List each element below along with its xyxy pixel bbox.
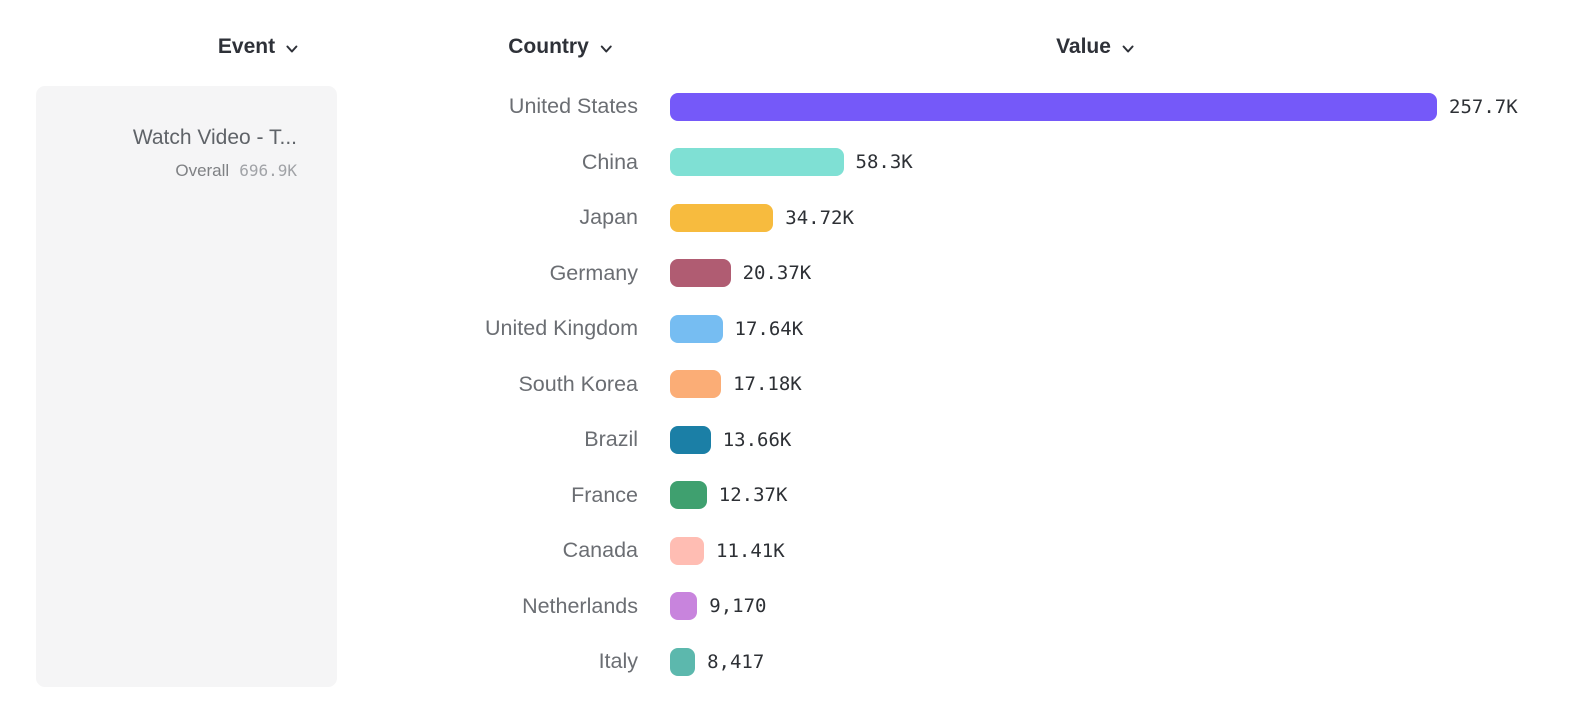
country-label: United Kingdom: [485, 316, 638, 341]
bar[interactable]: [670, 370, 722, 399]
chevron-down-icon: [284, 41, 300, 57]
bar-cell: 8,417: [638, 647, 1584, 676]
bar[interactable]: [670, 259, 731, 288]
country-label: Brazil: [584, 427, 638, 452]
country-label: China: [581, 149, 638, 174]
bar-cell: 13.66K: [638, 425, 1584, 454]
bar-value-label: 58.3K: [855, 151, 913, 174]
bar-value-label: 11.41K: [716, 539, 785, 562]
bar-value-label: 17.64K: [734, 317, 804, 340]
chart-row: China 58.3K: [0, 135, 1584, 191]
bar[interactable]: [670, 314, 723, 343]
bar-cell: 12.37K: [638, 481, 1584, 510]
event-title: Watch Video - T...: [132, 126, 297, 149]
event-overall-label: Overall: [175, 161, 230, 180]
bar[interactable]: [670, 425, 711, 454]
event-overall-row: Overall 696.9K: [56, 159, 297, 183]
bar[interactable]: [670, 647, 696, 676]
event-overall-value: 696.9K: [239, 161, 297, 180]
country-bar-chart: United States 257.7K China 58.3K Japan 3…: [0, 79, 1584, 690]
country-label: Japan: [579, 205, 638, 230]
country-label: France: [571, 482, 638, 507]
chart-row: France 12.37K: [0, 468, 1584, 524]
bar-value-label: 17.18K: [733, 373, 802, 396]
event-column-label: Event: [217, 35, 276, 58]
bar-cell: 17.18K: [638, 370, 1584, 399]
bar-cell: 11.41K: [638, 536, 1584, 565]
bar-cell: 34.72K: [638, 203, 1584, 232]
chart-row: United States 257.7K: [0, 79, 1584, 135]
chart-row: South Korea 17.18K: [0, 357, 1584, 413]
country-label: Netherlands: [522, 593, 638, 618]
bar-value-label: 13.66K: [722, 428, 792, 451]
bar-value-label: 8,417: [707, 650, 765, 673]
bar-value-label: 12.37K: [718, 484, 788, 507]
bar[interactable]: [670, 536, 704, 565]
country-label: Germany: [549, 260, 638, 285]
bar-value-label: 20.37K: [742, 262, 812, 285]
chart-row: United Kingdom 17.64K: [0, 301, 1584, 357]
bar-value-label: 34.72K: [785, 206, 854, 229]
chart-row: Japan 34.72K: [0, 190, 1584, 246]
bar[interactable]: [670, 92, 1437, 121]
chevron-down-icon: [1120, 41, 1136, 57]
bar-cell: 20.37K: [638, 259, 1584, 288]
bar-value-label: 9,170: [709, 595, 767, 618]
bar-cell: 9,170: [638, 592, 1584, 621]
bar[interactable]: [670, 203, 774, 232]
chart-row: Brazil 13.66K: [0, 412, 1584, 468]
bar[interactable]: [670, 148, 844, 177]
chart-row: Netherlands 9,170: [0, 579, 1584, 635]
chart-row: Canada 11.41K: [0, 523, 1584, 579]
bar-cell: 17.64K: [638, 314, 1584, 343]
chart-row: Germany 20.37K: [0, 246, 1584, 302]
country-column-label: Country: [508, 35, 589, 58]
chart-row: Italy 8,417: [0, 634, 1584, 690]
event-card[interactable]: Watch Video - T... Overall 696.9K: [36, 86, 337, 687]
bar-cell: 257.7K: [638, 92, 1584, 121]
country-label: Italy: [598, 649, 638, 674]
bar-cell: 58.3K: [638, 148, 1584, 177]
bar-value-label: 257.7K: [1449, 95, 1518, 118]
value-column-label: Value: [1056, 35, 1111, 58]
bar[interactable]: [670, 592, 698, 621]
bar[interactable]: [670, 481, 707, 510]
country-label: South Korea: [518, 371, 638, 396]
country-label: Canada: [562, 538, 638, 563]
chevron-down-icon: [598, 41, 614, 57]
event-column-dropdown[interactable]: Event: [218, 35, 300, 59]
value-column-dropdown[interactable]: Value: [1056, 35, 1136, 59]
country-label: United States: [508, 94, 638, 119]
country-column-dropdown[interactable]: Country: [508, 35, 614, 59]
